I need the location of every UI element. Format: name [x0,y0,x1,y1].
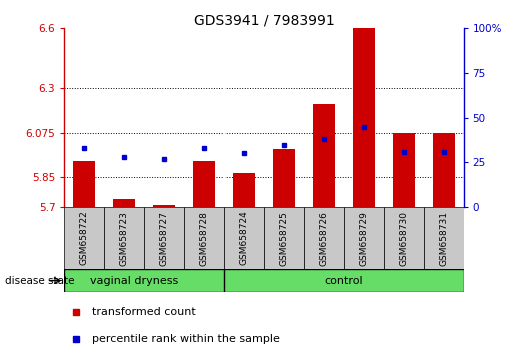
Text: vaginal dryness: vaginal dryness [90,275,178,286]
Bar [353,28,375,207]
Text: GSM658730: GSM658730 [399,211,408,266]
Bar [273,149,295,207]
FancyBboxPatch shape [423,207,464,269]
Text: GSM658731: GSM658731 [439,211,448,266]
Text: disease state: disease state [5,276,75,286]
Text: transformed count: transformed count [92,307,196,317]
Text: GSM658728: GSM658728 [200,211,209,266]
Text: GSM658725: GSM658725 [280,211,288,266]
FancyBboxPatch shape [344,207,384,269]
Bar [193,161,215,207]
Bar [73,161,95,207]
Text: GSM658723: GSM658723 [120,211,129,266]
Text: GSM658724: GSM658724 [239,211,248,266]
FancyBboxPatch shape [64,207,104,269]
Bar [313,104,335,207]
Bar [392,133,415,207]
Text: GSM658726: GSM658726 [319,211,328,266]
Text: control: control [324,275,363,286]
Title: GDS3941 / 7983991: GDS3941 / 7983991 [194,13,334,27]
FancyBboxPatch shape [144,207,184,269]
Bar [233,173,255,207]
FancyBboxPatch shape [224,207,264,269]
FancyBboxPatch shape [184,207,224,269]
FancyBboxPatch shape [104,207,144,269]
Bar [113,199,135,207]
FancyBboxPatch shape [304,207,344,269]
FancyBboxPatch shape [64,269,464,292]
Text: GSM658727: GSM658727 [160,211,168,266]
Text: percentile rank within the sample: percentile rank within the sample [92,334,280,344]
Text: GSM658729: GSM658729 [359,211,368,266]
Text: GSM658722: GSM658722 [80,211,89,266]
FancyBboxPatch shape [264,207,304,269]
FancyBboxPatch shape [384,207,423,269]
Bar [433,133,455,207]
Bar [153,205,175,207]
